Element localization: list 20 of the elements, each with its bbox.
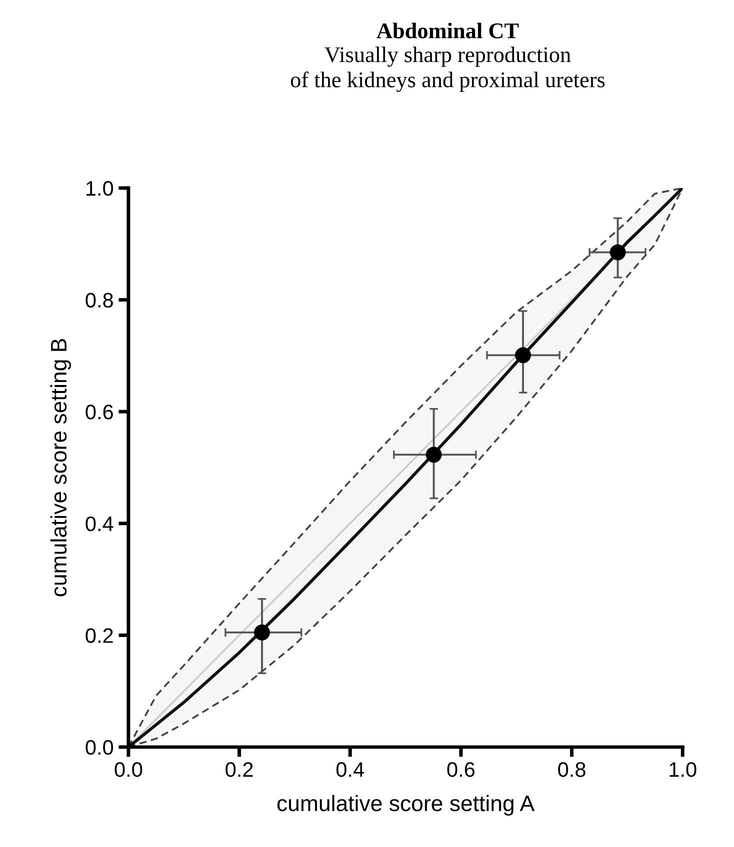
y-tick-label: 0.6: [86, 404, 113, 420]
y-tick-label: 0.8: [86, 292, 113, 308]
point: [426, 446, 442, 463]
y-axis-title: cumulative score setting B: [50, 339, 72, 596]
x-tick-label: 0.2: [226, 762, 253, 777]
x-axis-title: cumulative score setting A: [277, 794, 535, 816]
chart-subtitle: Visually sharp reproduction of the kidneys and proximal ureters: [290, 46, 605, 92]
chart-title: Abdominal CT: [376, 22, 519, 38]
x-tick-label: 0.0: [114, 762, 142, 777]
y-tick-label: 0.4: [86, 516, 114, 532]
x-tick-label: 1.0: [670, 762, 696, 777]
point: [515, 347, 531, 364]
point: [610, 244, 626, 260]
x-tick-label: 0.8: [558, 762, 586, 777]
x-tick-label: 0.6: [447, 762, 475, 777]
y-tick-label: 1.0: [86, 181, 114, 196]
y-tick-label: 0.2: [86, 628, 113, 644]
point: [254, 624, 270, 640]
y-tick-label: 0.0: [86, 740, 114, 755]
x-tick-label: 0.4: [336, 762, 364, 777]
